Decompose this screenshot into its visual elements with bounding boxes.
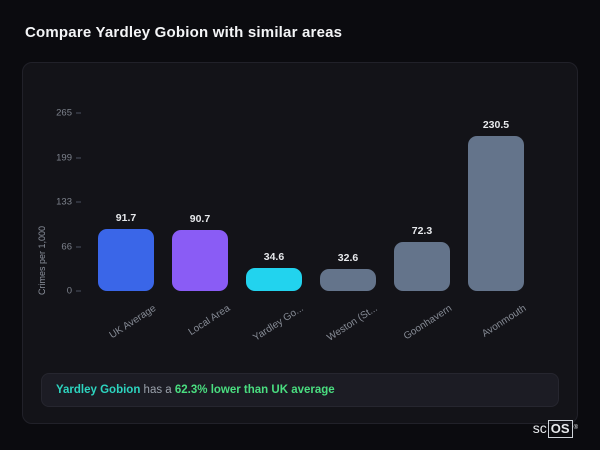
y-tick-mark <box>76 201 81 203</box>
bar[interactable] <box>467 136 524 291</box>
bar-slot: 32.6 Weston (St... <box>311 113 385 344</box>
x-axis-label: Avonmouth <box>479 303 528 340</box>
bar-slot: 34.6 Yardley Go... <box>237 113 311 344</box>
x-axis-label: Yardley Go... <box>251 303 306 344</box>
bar-slot: 72.3 Goonhavern <box>385 113 459 342</box>
bar-value-label: 230.5 <box>482 119 510 132</box>
brand-logo-prefix: sc <box>532 420 547 436</box>
y-tick: 0 <box>67 286 81 297</box>
x-axis-label: Goonhavern <box>401 303 454 343</box>
bar[interactable] <box>171 230 228 291</box>
bar[interactable] <box>97 229 154 291</box>
brand-logo: sc OS ® <box>533 420 578 438</box>
callout-highlight: 62.3% lower than UK average <box>174 384 335 396</box>
bar-slot: 91.7 UK Average <box>89 113 163 341</box>
brand-logo-boxed: OS <box>547 420 573 438</box>
y-tick-mark <box>76 112 81 114</box>
comparison-callout: Yardley Gobion has a 62.3% lower than UK… <box>41 373 559 407</box>
chart-card: Crimes per 1,000 265 199 133 66 0 91.7 UK Ave… <box>22 62 578 424</box>
bar-value-label: 91.7 <box>115 212 137 225</box>
x-axis-label: Local Area <box>186 303 232 338</box>
bar[interactable] <box>393 242 450 291</box>
y-tick: 66 <box>61 241 81 252</box>
bar-slot: 230.5 Avonmouth <box>459 113 533 340</box>
y-axis: 265 199 133 66 0 <box>23 108 81 297</box>
x-axis-label: Weston (St... <box>325 303 380 344</box>
y-tick-mark <box>76 290 81 292</box>
y-tick-mark <box>76 246 81 247</box>
y-tick: 265 <box>56 108 81 119</box>
bar-slot: 90.7 Local Area <box>163 113 237 338</box>
bar-value-label: 72.3 <box>411 225 433 238</box>
y-tick: 133 <box>56 197 81 208</box>
bar-value-label: 32.6 <box>337 252 359 265</box>
callout-subject: Yardley Gobion <box>56 384 141 396</box>
bar[interactable] <box>245 267 302 291</box>
plot-area: 91.7 UK Average 90.7 Local Area 34.6 Yardley … <box>89 113 533 344</box>
callout-connector: has a <box>140 384 175 396</box>
registered-mark: ® <box>573 425 578 431</box>
y-tick-mark <box>76 157 81 158</box>
bar-value-label: 34.6 <box>263 250 285 263</box>
page-title: Compare Yardley Gobion with similar area… <box>25 24 343 41</box>
bar-value-label: 90.7 <box>189 213 211 226</box>
bar[interactable] <box>319 269 376 291</box>
y-tick: 199 <box>56 152 81 163</box>
x-axis-label: UK Average <box>107 303 158 342</box>
